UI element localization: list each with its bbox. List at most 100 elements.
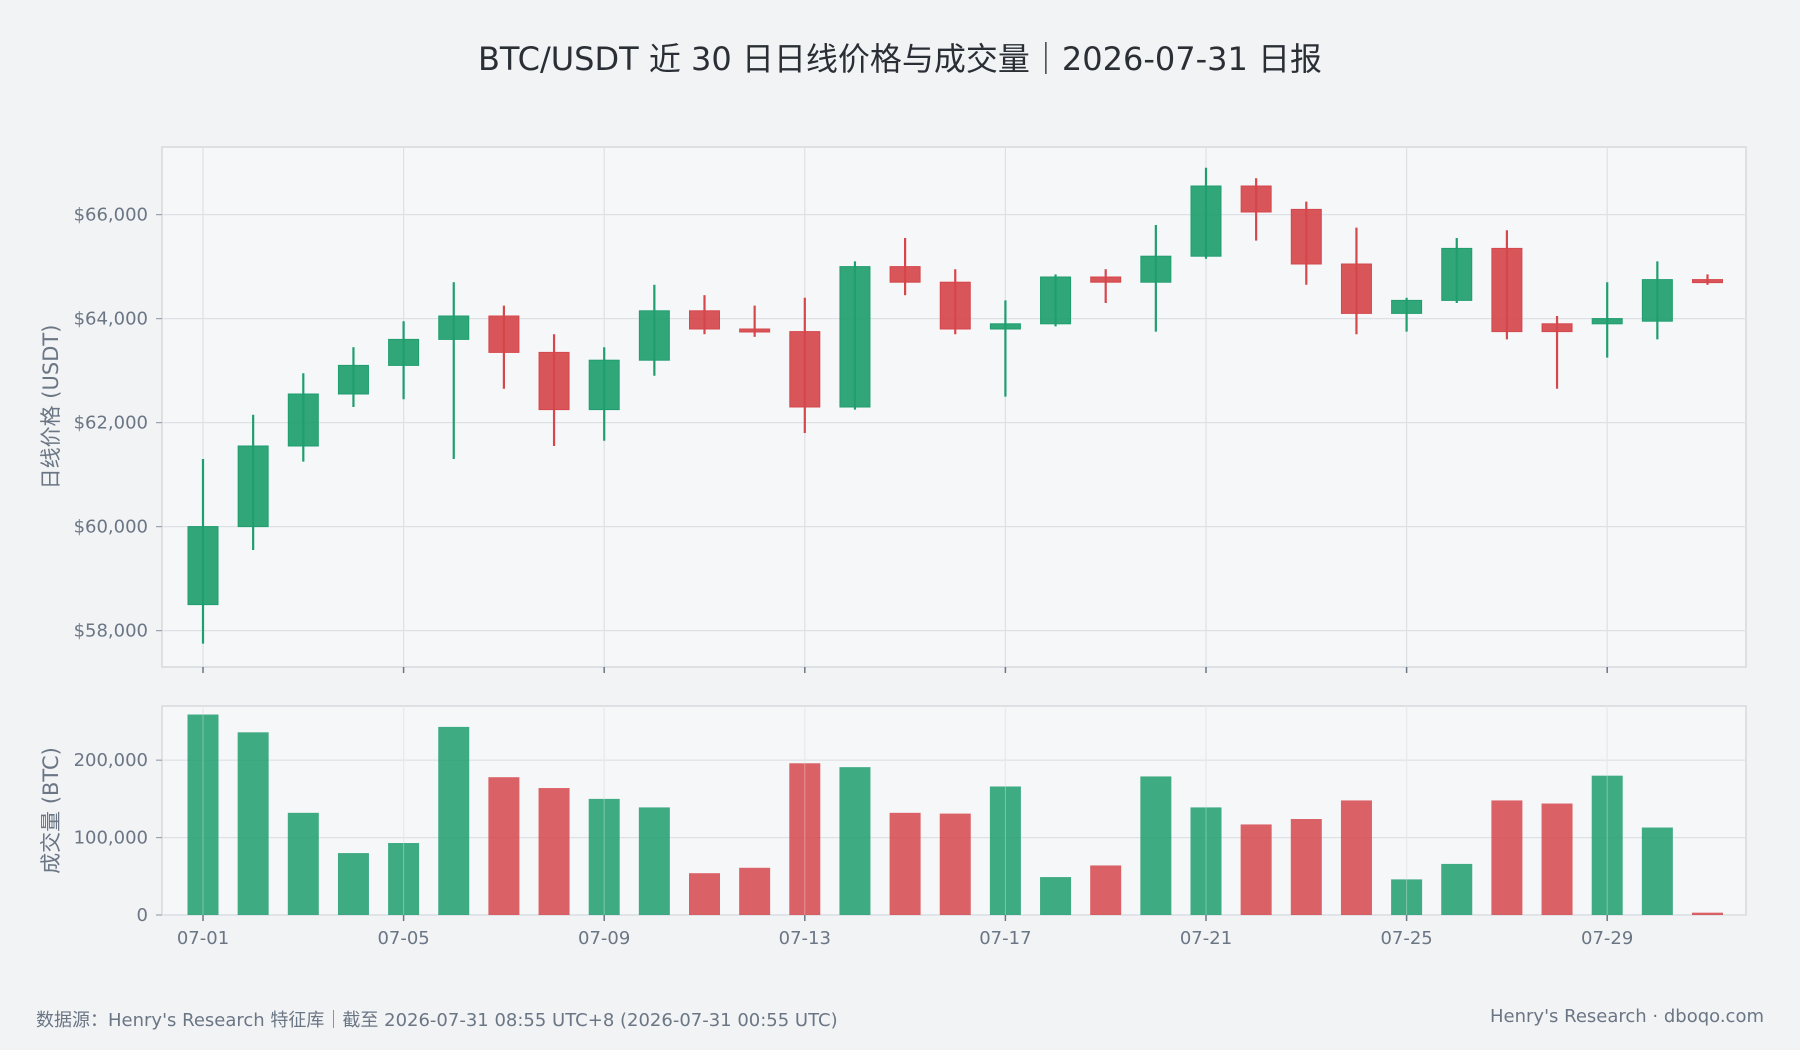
volume-bar-07-02 — [237, 732, 269, 915]
candlestick-07-28 — [1541, 316, 1573, 389]
candlestick-07-01 — [187, 459, 219, 644]
candlestick-07-18 — [1040, 274, 1072, 327]
candle-body — [739, 328, 771, 333]
volume-bar-07-04 — [337, 853, 369, 915]
x-tick-label: 07-17 — [979, 928, 1031, 949]
candlestick-07-08 — [538, 334, 570, 446]
volume-bar-07-08 — [538, 788, 570, 915]
candlestick-07-30 — [1641, 261, 1673, 340]
candle-body — [1190, 185, 1222, 257]
y-tick-label: $62,000 — [74, 413, 148, 434]
volume-bar-07-11 — [689, 873, 720, 915]
volume-bar-07-03 — [287, 812, 319, 915]
volume-bar-07-16 — [939, 813, 971, 915]
volume-bar-07-21 — [1190, 807, 1222, 915]
price-panel: $58,000 $60,000 $62,000 $64,000 $66,000 日线价格 … — [39, 146, 1747, 673]
x-tick-label: 07-09 — [578, 928, 630, 949]
x-tick-label: 07-01 — [177, 928, 229, 949]
price-background — [161, 146, 1747, 668]
volume-bar-07-17 — [989, 786, 1021, 915]
candle-body — [1391, 299, 1423, 314]
volume-bar-07-26 — [1441, 863, 1473, 915]
candle-body — [1290, 208, 1322, 265]
candlestick-07-19 — [1090, 269, 1122, 303]
y-tick-label: $58,000 — [74, 621, 148, 642]
candlestick-07-21 — [1190, 167, 1222, 259]
volume-panel: 0 100,000 200,000 成交量 (BTC) 07-01 07-05 07-09 0… — [39, 705, 1747, 949]
candlestick-07-13 — [789, 297, 821, 433]
volume-bar-07-20 — [1140, 776, 1172, 915]
volume-bar-07-30 — [1641, 827, 1673, 915]
candle-body — [1090, 276, 1122, 283]
price-y-axis-label: 日线价格 (USDT) — [39, 325, 63, 490]
candlestick-07-02 — [237, 414, 269, 550]
volume-bar-07-31 — [1692, 912, 1723, 915]
x-tick-label: 07-29 — [1581, 928, 1633, 949]
volume-bar-07-25 — [1391, 879, 1423, 915]
y-tick-label: $64,000 — [74, 309, 148, 330]
candlestick-07-20 — [1140, 225, 1172, 332]
volume-bar-07-09 — [588, 798, 620, 915]
candle-body — [1040, 276, 1072, 325]
candlestick-07-27 — [1491, 230, 1523, 340]
candlestick-07-25 — [1391, 297, 1423, 332]
candle-body — [1340, 263, 1372, 314]
candle-body — [337, 364, 369, 395]
volume-bar-07-24 — [1340, 800, 1372, 915]
candle-body — [237, 445, 269, 528]
x-tick-label: 07-05 — [377, 928, 429, 949]
candle-body — [438, 315, 470, 340]
volume-bar-07-07 — [488, 777, 520, 915]
candle-body — [839, 266, 871, 408]
candle-body — [187, 526, 219, 606]
candlestick-07-29 — [1591, 282, 1623, 358]
candle-body — [1240, 185, 1272, 213]
candle-body — [388, 338, 420, 366]
candle-body — [1491, 247, 1523, 333]
footer-brand: Henry's Research · dboqo.com — [1490, 1006, 1764, 1027]
candlestick-07-23 — [1290, 201, 1322, 285]
candlestick-07-11 — [689, 295, 720, 335]
y-tick-label: $66,000 — [74, 205, 148, 226]
volume-bar-07-28 — [1541, 803, 1573, 915]
candle-body — [1441, 247, 1473, 301]
candle-body — [1641, 279, 1673, 322]
volume-bar-07-23 — [1290, 819, 1322, 915]
volume-bar-07-06 — [438, 726, 470, 915]
candle-body — [1140, 255, 1172, 283]
candlestick-07-10 — [638, 284, 670, 376]
candle-body — [939, 281, 971, 330]
candlestick-07-06 — [438, 282, 470, 459]
candlestick-07-09 — [588, 347, 620, 441]
candle-body — [588, 359, 620, 411]
volume-bar-07-13 — [789, 763, 821, 915]
candlestick-07-03 — [287, 373, 319, 462]
volume-bar-07-05 — [388, 843, 420, 915]
candlestick-07-22 — [1240, 178, 1272, 241]
volume-y-axis-label: 成交量 (BTC) — [39, 747, 63, 874]
candle-body — [488, 315, 520, 353]
candle-body — [689, 310, 720, 330]
y-tick-label: 0 — [137, 905, 148, 926]
y-tick-label: 100,000 — [74, 828, 148, 849]
volume-bar-07-27 — [1491, 800, 1523, 915]
y-tick-label: 200,000 — [74, 750, 148, 771]
candle-body — [538, 351, 570, 411]
y-tick-label: $60,000 — [74, 517, 148, 538]
candle-body — [287, 393, 319, 447]
volume-bar-07-15 — [889, 812, 921, 915]
candle-body — [789, 331, 821, 408]
candle-body — [1591, 318, 1623, 325]
volume-bar-07-29 — [1591, 775, 1623, 915]
candlestick-07-31 — [1692, 274, 1723, 285]
x-tick-label: 07-25 — [1380, 928, 1432, 949]
x-tick-label: 07-13 — [779, 928, 831, 949]
candle-body — [989, 323, 1021, 330]
volume-bar-07-14 — [839, 767, 871, 915]
candlestick-07-07 — [488, 305, 520, 389]
candlestick-07-04 — [337, 347, 369, 407]
candle-body — [1541, 323, 1573, 333]
x-tick-label: 07-21 — [1180, 928, 1232, 949]
volume-bar-07-18 — [1040, 877, 1072, 915]
